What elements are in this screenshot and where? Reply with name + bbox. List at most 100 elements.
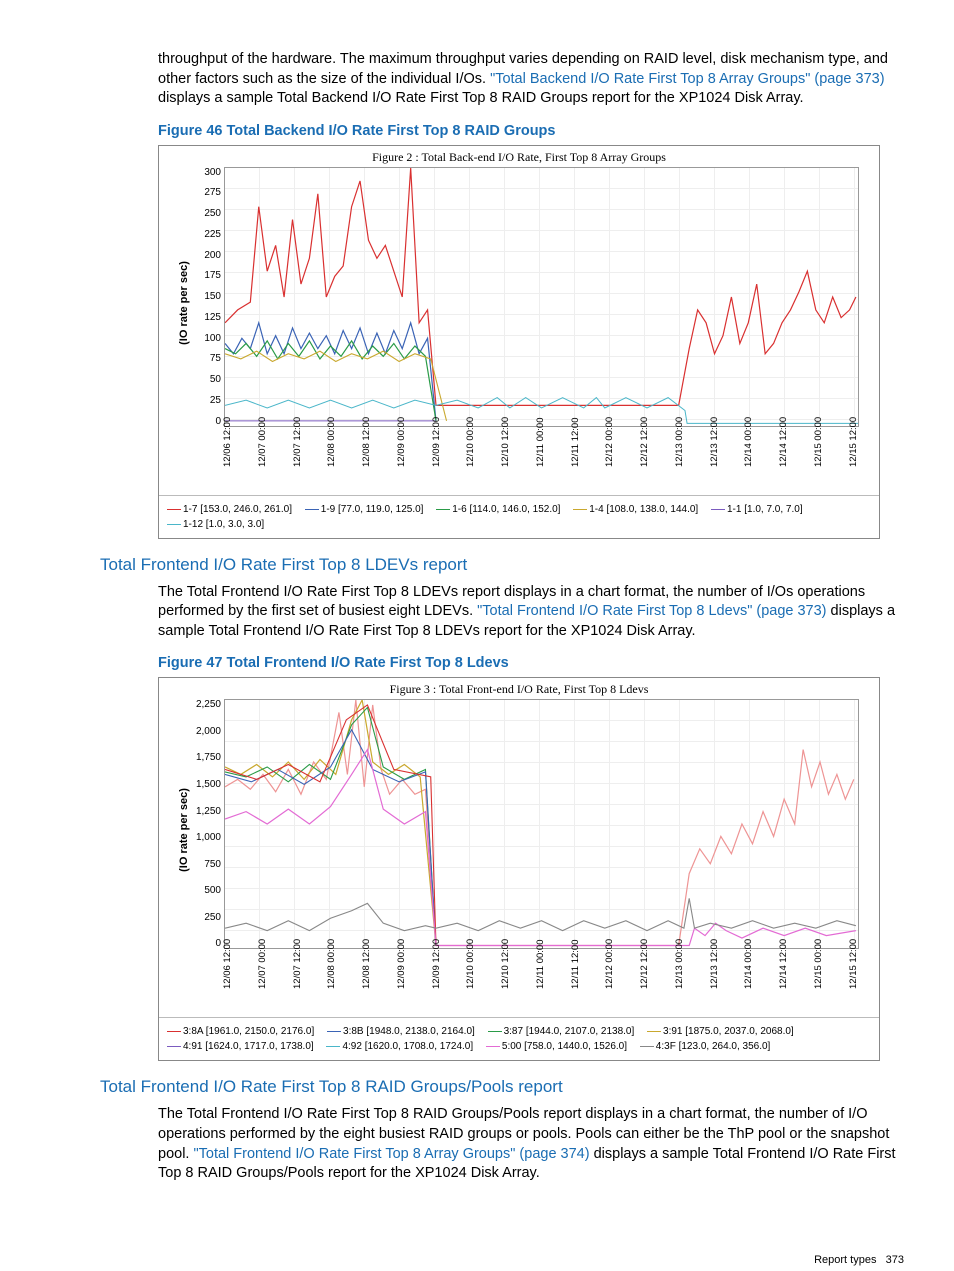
legend-label: 4:3F [123.0, 264.0, 356.0] xyxy=(656,1041,771,1052)
legend-label: 5:00 [758.0, 1440.0, 1526.0] xyxy=(502,1041,627,1052)
legend-item: 3:87 [1944.0, 2107.0, 2138.0] xyxy=(488,1024,635,1039)
legend-label: 3:91 [1875.0, 2037.0, 2068.0] xyxy=(663,1026,794,1037)
y-tick: 275 xyxy=(204,187,221,198)
y-tick: 75 xyxy=(210,353,221,364)
figure-47-chart-title: Figure 3 : Total Front-end I/O Rate, Fir… xyxy=(159,678,879,699)
legend-label: 1-7 [153.0, 246.0, 261.0] xyxy=(183,504,292,515)
legend-swatch xyxy=(573,509,587,510)
y-tick: 500 xyxy=(204,885,221,896)
legend-item: 3:8B [1948.0, 2138.0, 2164.0] xyxy=(327,1024,475,1039)
y-tick: 1,000 xyxy=(196,832,221,843)
legend-item: 1-9 [77.0, 119.0, 125.0] xyxy=(305,502,424,517)
figure-47-plot xyxy=(224,699,859,949)
legend-label: 1-9 [77.0, 119.0, 125.0] xyxy=(321,504,424,515)
legend-label: 3:8A [1961.0, 2150.0, 2176.0] xyxy=(183,1026,314,1037)
section-ldevs-heading: Total Frontend I/O Rate First Top 8 LDEV… xyxy=(100,555,904,575)
legend-swatch xyxy=(326,1046,340,1047)
y-tick: 0 xyxy=(215,938,221,949)
figure-47-plot-area: (IO rate per sec) 2,250 2,000 1,750 1,500 1,… xyxy=(159,699,879,949)
y-tick: 300 xyxy=(204,167,221,178)
intro-text-post: displays a sample Total Backend I/O Rate… xyxy=(158,90,804,106)
figure-46-caption: Figure 46 Total Backend I/O Rate First T… xyxy=(158,123,904,139)
legend-label: 1-4 [108.0, 138.0, 144.0] xyxy=(589,504,698,515)
legend-item: 3:91 [1875.0, 2037.0, 2068.0] xyxy=(647,1024,794,1039)
legend-swatch xyxy=(486,1046,500,1047)
y-tick: 750 xyxy=(204,859,221,870)
y-axis-label-wrap: (IO rate per sec) xyxy=(159,167,181,427)
y-tick: 150 xyxy=(204,291,221,302)
figure-47-y-label: (IO rate per sec) xyxy=(178,765,190,895)
y-tick: 0 xyxy=(215,416,221,427)
y-tick: 250 xyxy=(204,912,221,923)
y-tick: 1,750 xyxy=(196,752,221,763)
x-tick: 12/15 12:00 xyxy=(823,977,883,989)
legend-swatch xyxy=(327,1031,341,1032)
legend-swatch xyxy=(167,524,181,525)
section1-paragraph: The Total Frontend I/O Rate First Top 8 … xyxy=(158,583,904,642)
section2-paragraph: The Total Frontend I/O Rate First Top 8 … xyxy=(158,1105,904,1183)
section-pools-heading: Total Frontend I/O Rate First Top 8 RAID… xyxy=(100,1077,904,1097)
legend-swatch xyxy=(711,509,725,510)
legend-item: 3:8A [1961.0, 2150.0, 2176.0] xyxy=(167,1024,314,1039)
legend-label: 4:91 [1624.0, 1717.0, 1738.0] xyxy=(183,1041,314,1052)
legend-label: 1-1 [1.0, 7.0, 7.0] xyxy=(727,504,803,515)
y-tick: 250 xyxy=(204,208,221,219)
legend-label: 4:92 [1620.0, 1708.0, 1724.0] xyxy=(342,1041,473,1052)
legend-label: 3:87 [1944.0, 2107.0, 2138.0] xyxy=(504,1026,635,1037)
legend-item: 1-6 [114.0, 146.0, 152.0] xyxy=(436,502,560,517)
intro-paragraph: throughput of the hardware. The maximum … xyxy=(158,50,904,109)
figure-46-legend: 1-7 [153.0, 246.0, 261.0] 1-9 [77.0, 119… xyxy=(159,495,879,538)
figure-47-svg xyxy=(225,700,858,948)
y-tick: 125 xyxy=(204,312,221,323)
legend-swatch xyxy=(167,1031,181,1032)
y-tick: 2,250 xyxy=(196,699,221,710)
figure-47-caption: Figure 47 Total Frontend I/O Rate First … xyxy=(158,655,904,671)
section1-link[interactable]: "Total Frontend I/O Rate First Top 8 Lde… xyxy=(477,603,826,619)
y-tick: 1,250 xyxy=(196,806,221,817)
figure-46-plot-area: (IO rate per sec) 3002752502252001751501… xyxy=(159,167,879,427)
figure-46-x-ticks: 12/06 12:0012/07 00:0012/07 12:0012/08 0… xyxy=(159,427,879,495)
figure-46-svg xyxy=(225,168,858,426)
figure-46-chart: Figure 2 : Total Back-end I/O Rate, Firs… xyxy=(158,145,880,539)
intro-block: throughput of the hardware. The maximum … xyxy=(100,50,904,539)
legend-item: 4:91 [1624.0, 1717.0, 1738.0] xyxy=(167,1039,314,1054)
y-tick: 2,000 xyxy=(196,726,221,737)
legend-item: 1-1 [1.0, 7.0, 7.0] xyxy=(711,502,803,517)
y-tick: 1,500 xyxy=(196,779,221,790)
figure-46-chart-title: Figure 2 : Total Back-end I/O Rate, Firs… xyxy=(159,146,879,167)
legend-swatch xyxy=(436,509,450,510)
intro-link[interactable]: "Total Backend I/O Rate First Top 8 Arra… xyxy=(490,71,884,87)
legend-item: 1-12 [1.0, 3.0, 3.0] xyxy=(167,517,264,532)
page-container: throughput of the hardware. The maximum … xyxy=(0,0,954,1224)
legend-swatch xyxy=(167,509,181,510)
y-tick: 200 xyxy=(204,250,221,261)
figure-46-y-label: (IO rate per sec) xyxy=(178,238,190,368)
x-tick: 12/15 12:00 xyxy=(823,455,883,467)
figure-46-plot xyxy=(224,167,859,427)
legend-label: 3:8B [1948.0, 2138.0, 2164.0] xyxy=(343,1026,475,1037)
y-tick: 225 xyxy=(204,229,221,240)
page-footer: Report types 373 xyxy=(0,1224,954,1266)
section-ldevs-body: The Total Frontend I/O Rate First Top 8 … xyxy=(100,583,904,1062)
y-tick: 50 xyxy=(210,374,221,385)
figure-47-x-ticks: 12/06 12:0012/07 00:0012/07 12:0012/08 0… xyxy=(159,949,879,1017)
legend-item: 4:3F [123.0, 264.0, 356.0] xyxy=(640,1039,771,1054)
legend-swatch xyxy=(167,1046,181,1047)
legend-swatch xyxy=(647,1031,661,1032)
legend-item: 1-7 [153.0, 246.0, 261.0] xyxy=(167,502,292,517)
legend-swatch xyxy=(305,509,319,510)
legend-item: 1-4 [108.0, 138.0, 144.0] xyxy=(573,502,698,517)
section-pools-body: The Total Frontend I/O Rate First Top 8 … xyxy=(100,1105,904,1183)
legend-swatch xyxy=(488,1031,502,1032)
y-tick: 100 xyxy=(204,333,221,344)
section2-link[interactable]: "Total Frontend I/O Rate First Top 8 Arr… xyxy=(193,1146,589,1162)
footer-label: Report types xyxy=(814,1254,876,1266)
y-axis-label-wrap-2: (IO rate per sec) xyxy=(159,699,181,949)
legend-label: 1-6 [114.0, 146.0, 152.0] xyxy=(452,504,560,515)
y-tick: 25 xyxy=(210,395,221,406)
figure-47-chart: Figure 3 : Total Front-end I/O Rate, Fir… xyxy=(158,677,880,1061)
footer-page-number: 373 xyxy=(886,1254,904,1266)
y-tick: 175 xyxy=(204,270,221,281)
legend-item: 5:00 [758.0, 1440.0, 1526.0] xyxy=(486,1039,627,1054)
legend-label: 1-12 [1.0, 3.0, 3.0] xyxy=(183,519,264,530)
